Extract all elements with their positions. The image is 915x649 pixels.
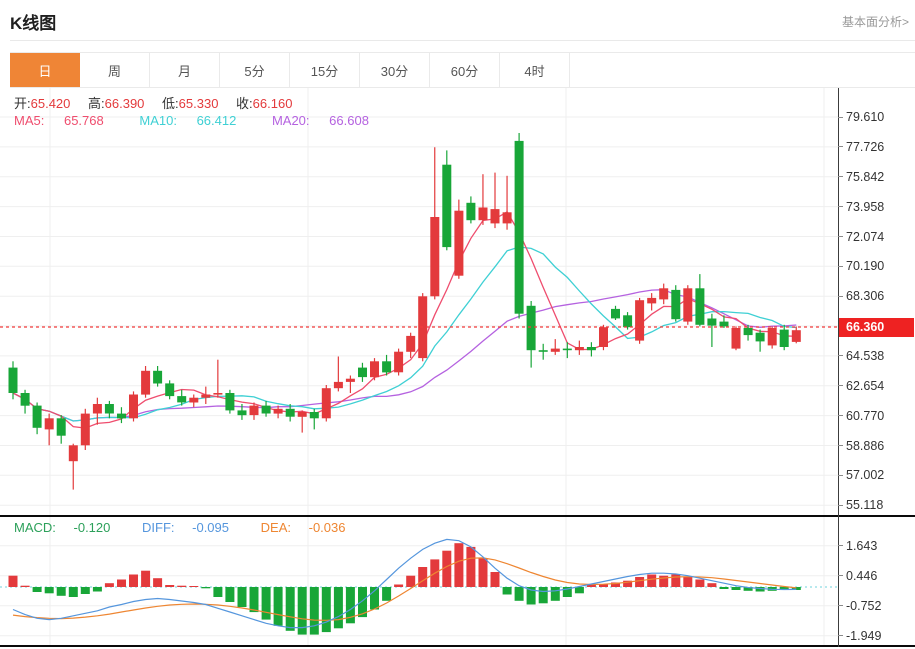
tab-5min[interactable]: 5分 — [220, 53, 290, 87]
tab-month[interactable]: 月 — [150, 53, 220, 87]
interval-tabs: 日周月 5分 15分 30分 60分 4时 — [10, 52, 915, 88]
close-label: 收: — [236, 96, 253, 111]
y-axis-tick: 70.190 — [838, 258, 884, 274]
title-divider — [10, 40, 915, 41]
high-value: 66.390 — [104, 96, 145, 111]
ma5-readout: MA5: 65.768 — [14, 113, 104, 128]
y-axis-tick: 1.643 — [838, 538, 877, 554]
tab-30min[interactable]: 30分 — [360, 53, 430, 87]
y-axis-tick: 60.770 — [838, 408, 884, 424]
chart-area: 开:65.420 高:66.390 低:65.330 收:66.160 MA5:… — [0, 88, 915, 649]
ma10-readout: MA10: 66.412 — [139, 113, 237, 128]
y-axis-tick: 77.726 — [838, 139, 884, 155]
ohlc-readout: 开:65.420 高:66.390 低:65.330 收:66.160 — [14, 93, 306, 112]
y-axis-tick: 57.002 — [838, 467, 884, 483]
macd-legend: MACD: -0.120 DIFF: -0.095 DEA: -0.036 — [14, 520, 373, 535]
fundamental-analysis-link[interactable]: 基本面分析> — [841, 15, 909, 29]
macd-chart-canvas[interactable] — [0, 517, 838, 647]
macd-readout: MACD: -0.120 — [14, 520, 111, 535]
y-axis-tick: 79.610 — [838, 109, 884, 125]
y-axis-tick: 0.446 — [838, 568, 877, 584]
dea-readout: DEA: -0.036 — [260, 520, 346, 535]
open-label: 开: — [14, 96, 31, 111]
chart-bottom-border — [0, 645, 915, 647]
current-price-marker: 66.360 — [839, 317, 914, 337]
diff-readout: DIFF: -0.095 — [142, 520, 230, 535]
y-axis-tick: 58.886 — [838, 438, 884, 454]
pane-separator — [0, 515, 915, 517]
tab-week[interactable]: 周 — [80, 53, 150, 87]
y-axis-tick: 72.074 — [838, 229, 884, 245]
high-label: 高: — [88, 96, 105, 111]
y-axis-tick: 62.654 — [838, 378, 884, 394]
y-axis-tick: 73.958 — [838, 199, 884, 215]
y-axis-tick: 75.842 — [838, 169, 884, 185]
macd-axis: 1.643 0.446 -0.752 -1.949 — [838, 517, 915, 647]
low-label: 低: — [162, 96, 179, 111]
ma20-readout: MA20: 66.608 — [271, 113, 369, 128]
y-axis-tick: -1.949 — [838, 628, 881, 644]
tab-day[interactable]: 日 — [10, 53, 80, 87]
y-axis-tick: 55.118 — [838, 497, 883, 513]
close-value: 66.160 — [252, 96, 293, 111]
open-value: 65.420 — [30, 96, 71, 111]
y-axis-tick: 68.306 — [838, 288, 884, 304]
y-axis-tick: 64.538 — [838, 348, 884, 364]
page-title: K线图 — [10, 14, 57, 33]
tab-15min[interactable]: 15分 — [290, 53, 360, 87]
y-axis-tick: -0.752 — [838, 598, 881, 614]
y-axis-line — [838, 88, 839, 647]
main-chart-canvas[interactable] — [0, 88, 838, 517]
tab-60min[interactable]: 60分 — [430, 53, 500, 87]
tab-4hour[interactable]: 4时 — [500, 53, 570, 87]
ma-legend: MA5: 65.768 MA10: 66.412 MA20: 66.608 — [14, 113, 401, 128]
price-axis: 66.360 79.610 77.726 75.842 73.958 72.074 70.… — [838, 88, 915, 517]
low-value: 65.330 — [178, 96, 219, 111]
